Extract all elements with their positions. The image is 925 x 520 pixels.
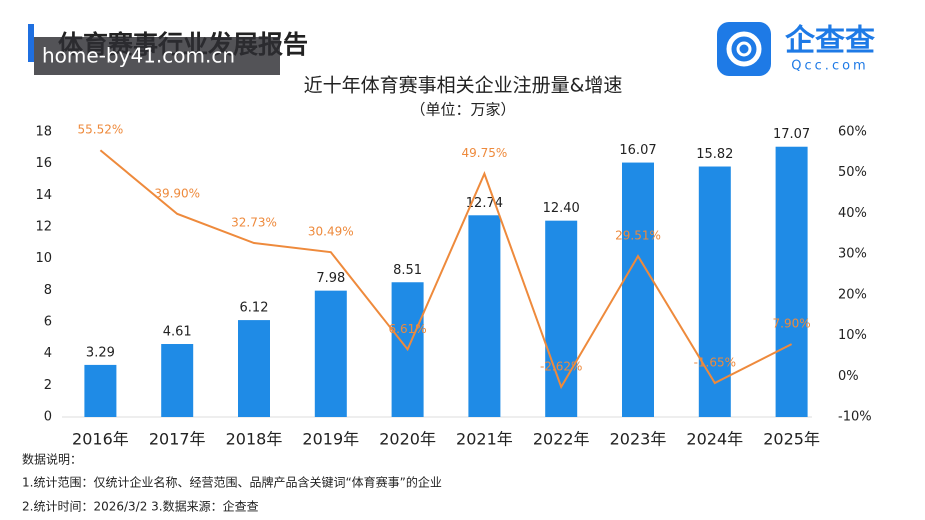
bar [622, 162, 654, 417]
y-tick-label: 14 [35, 188, 52, 203]
y-tick-label: 16 [35, 156, 52, 171]
chart-title: 近十年体育赛事相关企业注册量&增速 [304, 75, 623, 97]
growth-line [99, 149, 793, 390]
bar [238, 320, 270, 417]
line-value-label: -2.62% [540, 359, 582, 373]
bar-value-label: 17.07 [773, 127, 810, 142]
bar-value-label: 4.61 [163, 325, 192, 340]
bar-value-label: 15.82 [696, 147, 733, 162]
y-tick-label: 10 [35, 251, 52, 266]
y2-tick-label: 0% [838, 369, 859, 384]
x-tick-label: 2017年 [149, 430, 206, 449]
y2-tick-label: -10% [838, 410, 872, 425]
y-tick-label: 4 [44, 346, 52, 361]
y2-tick-label: 40% [838, 206, 867, 221]
y-tick-label: 6 [44, 315, 52, 330]
note-line: 2.统计时间：2026/3/2 3.数据来源：企查查 [22, 499, 259, 514]
bar [84, 364, 117, 417]
watermark: home-by41.com.cn [42, 44, 235, 68]
bar [161, 344, 194, 417]
y2-tick-label: 50% [838, 165, 867, 180]
x-tick-label: 2024年 [686, 430, 743, 449]
x-tick-label: 2019年 [302, 430, 359, 449]
y-tick-label: 12 [35, 220, 52, 235]
bar [775, 146, 808, 417]
watermark-box [34, 37, 280, 75]
line-value-label: 6.61% [389, 322, 427, 336]
line-value-label: 29.51% [615, 229, 661, 243]
y2-tick-label: 20% [838, 287, 867, 302]
bar [698, 166, 731, 417]
bar [468, 215, 501, 417]
line-value-label: 32.73% [231, 216, 277, 230]
bar-value-label: 16.07 [619, 143, 656, 158]
logo-domain: Qcc.com [791, 59, 868, 74]
bar-value-label: 7.98 [316, 271, 345, 286]
y2-tick-label: 30% [838, 247, 867, 262]
chart-subtitle: （单位：万家） [410, 101, 515, 119]
x-tick-label: 2016年 [72, 430, 129, 449]
x-tick-label: 2021年 [456, 430, 513, 449]
x-tick-label: 2025年 [763, 430, 820, 449]
x-tick-label: 2020年 [379, 430, 436, 449]
x-tick-label: 2018年 [226, 430, 283, 449]
y-tick-label: 18 [35, 125, 52, 140]
bar-value-label: 6.12 [240, 301, 269, 316]
y-tick-label: 0 [44, 410, 52, 425]
bar-value-label: 3.29 [86, 345, 115, 360]
y2-tick-label: 60% [838, 125, 867, 140]
x-tick-label: 2023年 [610, 430, 667, 449]
line-value-label: 30.49% [308, 225, 354, 239]
y2-tick-label: 10% [838, 328, 867, 343]
line-value-label: 39.90% [154, 186, 200, 200]
note-line: 1.统计范围：仅统计企业名称、经营范围、品牌产品含关键词“体育赛事”的企业 [22, 475, 442, 490]
title-accent [28, 24, 34, 62]
line-value-label: 7.90% [773, 317, 811, 331]
bar [314, 290, 347, 417]
logo-icon [717, 22, 771, 76]
logo-ring [726, 31, 762, 67]
y-tick-label: 8 [44, 283, 52, 298]
line-value-label: -1.65% [694, 356, 736, 370]
bar-value-label: 12.40 [543, 201, 580, 216]
line-value-label: 49.75% [462, 146, 508, 160]
logo-inner [736, 41, 752, 57]
line-value-label: 55.52% [78, 123, 124, 137]
y-tick-label: 2 [44, 378, 52, 393]
logo-name: 企查查 [785, 24, 875, 59]
x-tick-label: 2022年 [533, 430, 590, 449]
bar-value-label: 8.51 [393, 263, 422, 278]
notes-heading: 数据说明： [22, 452, 82, 467]
